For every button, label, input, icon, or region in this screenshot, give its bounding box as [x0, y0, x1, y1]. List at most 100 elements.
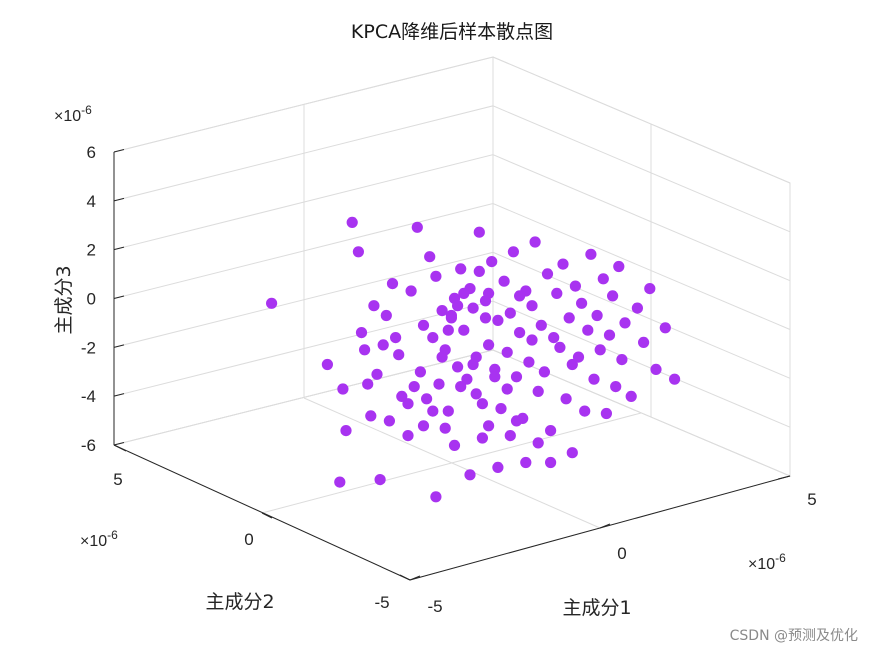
scatter-point	[554, 341, 566, 353]
scatter-point	[613, 260, 625, 273]
scatter-point	[436, 351, 448, 363]
scatter-point	[486, 256, 498, 268]
grid-lines	[113, 56, 792, 581]
scatter-point	[504, 307, 516, 319]
scatter-point	[572, 351, 585, 363]
x-tick-label-neg5: -5	[427, 597, 442, 616]
scatter-point	[569, 280, 582, 292]
scatter-point	[483, 287, 495, 299]
scatter-point	[588, 373, 600, 385]
scatter-point	[368, 300, 380, 312]
scatter-point	[470, 388, 482, 400]
scatter-point	[532, 385, 544, 397]
scatter-point	[402, 430, 414, 442]
scatter-point	[597, 273, 609, 285]
scatter-point	[455, 263, 467, 275]
watermark: CSDN @预测及优化	[730, 628, 858, 644]
scatter-point	[560, 393, 572, 405]
scatter-point	[591, 309, 603, 322]
scatter-point	[607, 290, 619, 302]
scatter-point	[650, 363, 662, 375]
scatter-point	[455, 381, 467, 393]
scatter-point	[321, 358, 333, 371]
scatter-point	[448, 439, 461, 451]
z-tick-4	[113, 246, 125, 251]
scatter-point	[433, 378, 445, 390]
scatter-point	[445, 309, 457, 322]
x-tick-5	[777, 475, 791, 480]
z-tick-labels: -6 -4 -2 0 2 4 6	[81, 143, 96, 455]
scatter-point	[402, 398, 414, 410]
scatter-points	[266, 216, 681, 503]
scatter-point	[535, 319, 547, 331]
scatter-point	[495, 403, 507, 415]
z-tick-label-1: -4	[81, 387, 96, 406]
scatter-point	[430, 491, 442, 503]
scatter-point	[514, 327, 526, 339]
scatter-point	[464, 469, 476, 481]
scatter-point	[473, 226, 485, 238]
chart-title: KPCA降维后样本散点图	[351, 21, 553, 43]
z-tick-label-4: 2	[87, 241, 96, 260]
z-axis-label: 主成分3	[53, 265, 75, 334]
scatter-point	[510, 371, 523, 383]
scatter-point	[576, 297, 588, 309]
scatter-point	[424, 251, 436, 263]
grid-z-2	[113, 251, 791, 379]
scatter-point	[510, 415, 523, 427]
y-tick-0	[261, 512, 273, 519]
scatter-point	[334, 476, 346, 488]
scatter-point	[365, 410, 377, 422]
scatter-point	[359, 344, 371, 356]
y-tick-label-5: 5	[113, 470, 122, 489]
scatter-point	[405, 285, 417, 297]
scatter-point	[383, 415, 395, 427]
x-exponent-power: -6	[775, 551, 786, 565]
scatter-point	[377, 339, 389, 351]
z-tick-label-6: 6	[87, 143, 96, 162]
scatter-point	[582, 324, 594, 336]
scatter-point	[439, 422, 451, 434]
scatter-point	[452, 300, 464, 312]
grid-z-1	[113, 300, 791, 428]
scatter-point	[417, 319, 430, 331]
scatter-point	[541, 268, 554, 280]
y-axis-label: 主成分2	[205, 591, 274, 613]
scatter-point	[427, 332, 439, 344]
y-exponent: ×10-6	[80, 528, 118, 550]
z-tick-6	[113, 149, 125, 153]
scatter-point	[390, 332, 402, 344]
axes	[113, 149, 791, 581]
scatter-point	[483, 420, 495, 432]
z-tick-5	[113, 197, 125, 202]
y-tick-label-neg5: -5	[374, 593, 389, 612]
z-tick-label-3: 0	[87, 290, 96, 309]
scatter-point	[380, 309, 392, 322]
z-tick-label-0: -6	[81, 436, 96, 455]
scatter-point	[442, 324, 454, 336]
scatter-point	[362, 378, 374, 390]
scatter-point	[523, 356, 535, 368]
scatter-point	[417, 420, 430, 432]
scatter-point	[266, 297, 278, 309]
z-tick-label-5: 4	[87, 192, 96, 211]
y-axis-line	[113, 444, 411, 581]
scatter-point	[548, 332, 560, 344]
scatter-point	[393, 349, 405, 361]
scatter-point	[458, 324, 470, 336]
scatter-point	[346, 216, 358, 228]
scatter-point	[476, 398, 488, 410]
grid-floor-2	[303, 397, 601, 529]
scatter-point	[430, 270, 442, 282]
scatter-point	[585, 248, 597, 260]
grid-z-3	[113, 202, 791, 330]
scatter-point	[579, 405, 591, 417]
x-tick-0	[599, 523, 611, 529]
scatter-point	[458, 287, 470, 299]
scatter-point	[340, 425, 352, 437]
scatter-point	[427, 405, 439, 417]
scatter-point	[526, 300, 538, 312]
scatter-point	[532, 437, 544, 449]
scatter-point	[501, 383, 513, 395]
